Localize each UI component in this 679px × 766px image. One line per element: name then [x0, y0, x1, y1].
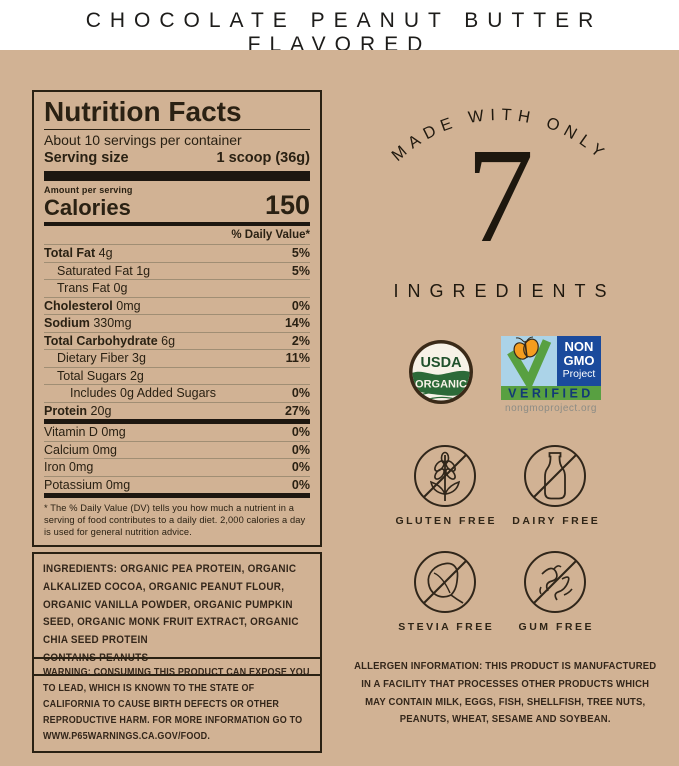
- svg-text:VERIFIED: VERIFIED: [508, 387, 594, 401]
- nutrient-row-total-carbohydrate: Total Carbohydrate 6g 2%: [44, 331, 310, 348]
- nutrient-row-added-sugars: Includes 0g Added Sugars 0%: [44, 384, 310, 402]
- prop65-warning-text: WARNING: CONSUMING THIS PRODUCT CAN EXPO…: [43, 667, 310, 742]
- vitamin-row-vitamin-d: Vitamin D 0mg 0%: [44, 425, 310, 440]
- calories-row: Calories 150: [44, 190, 310, 221]
- non-gmo-butterfly-icon: NON GMO Project VERIFIED nongmoproject.o…: [501, 336, 601, 414]
- svg-text:GMO: GMO: [563, 353, 594, 368]
- calories-label: Calories: [44, 195, 131, 221]
- wheat-crossed-icon: [414, 445, 476, 507]
- allergen-information: ALLERGEN INFORMATION: THIS PRODUCT IS MA…: [350, 658, 660, 729]
- ingredients-text: INGREDIENTS: ORGANIC PEA PROTEIN, ORGANI…: [43, 563, 299, 647]
- usda-organic-seal-icon: USDA ORGANIC: [409, 340, 473, 404]
- feature-label: GUM FREE: [518, 621, 594, 633]
- feature-gluten-free: GLUTEN FREE: [390, 444, 500, 527]
- nutrient-row-total-sugars: Total Sugars 2g: [44, 366, 310, 385]
- thick-divider: [44, 171, 310, 182]
- nutrient-row-dietary-fiber: Dietary Fiber 3g 11%: [44, 349, 310, 367]
- serving-size-value: 1 scoop (36g): [216, 150, 310, 167]
- feature-dairy-free: DAIRY FREE: [500, 444, 610, 527]
- nutrition-facts-panel: Nutrition Facts About 10 servings per co…: [32, 90, 322, 548]
- milk-bottle-crossed-icon: [524, 445, 586, 507]
- thick-divider: [44, 493, 310, 499]
- svg-text:Project: Project: [563, 368, 596, 380]
- feature-label: GLUTEN FREE: [395, 515, 498, 527]
- serving-size-label: Serving size: [44, 150, 129, 167]
- feature-label: STEVIA FREE: [398, 621, 495, 633]
- svg-text:NON: NON: [565, 339, 594, 354]
- svg-text:nongmoproject.org: nongmoproject.org: [505, 403, 597, 414]
- ingredient-count-number: 7: [466, 121, 534, 271]
- daily-value-header: % Daily Value*: [231, 229, 310, 242]
- leaf-crossed-icon: [414, 551, 476, 613]
- label-background: Nutrition Facts About 10 servings per co…: [0, 50, 679, 766]
- vitamin-row-potassium: Potassium 0mg 0%: [44, 475, 310, 492]
- nutrient-row-saturated-fat: Saturated Fat 1g 5%: [44, 261, 310, 280]
- divider: [44, 129, 310, 131]
- nutrient-row-cholesterol: Cholesterol 0mg 0%: [44, 296, 310, 313]
- ingredients-box: INGREDIENTS: ORGANIC PEA PROTEIN, ORGANI…: [32, 552, 322, 676]
- nutrient-row-total-fat: Total Fat 4g 5%: [44, 244, 310, 261]
- made-with-only-arc-text: MADE WITH ONLY: [388, 106, 605, 165]
- thick-divider: [44, 419, 310, 425]
- gum-strands-crossed-icon: [524, 551, 586, 613]
- svg-text:USDA: USDA: [420, 355, 462, 371]
- non-gmo-verified-badge: NON GMO Project VERIFIED nongmoproject.o…: [501, 336, 601, 414]
- amount-per-serving-label: Amount per serving: [44, 185, 133, 196]
- daily-value-footnote: * The % Daily Value (DV) tells you how m…: [44, 503, 306, 538]
- nutrient-row-protein: Protein 20g 27%: [44, 401, 310, 418]
- ingredients-word: INGREDIENTS: [393, 281, 616, 301]
- feature-gum-free: GUM FREE: [500, 550, 610, 633]
- allergen-information-text: ALLERGEN INFORMATION: THIS PRODUCT IS MA…: [353, 661, 657, 726]
- servings-per-container: About 10 servings per container: [44, 132, 242, 149]
- calories-value: 150: [264, 190, 310, 221]
- vitamin-row-calcium: Calcium 0mg 0%: [44, 440, 310, 457]
- feature-label: DAIRY FREE: [512, 515, 601, 527]
- nutrient-row-sodium: Sodium 330mg 14%: [44, 314, 310, 331]
- thick-divider: [44, 222, 310, 227]
- svg-text:ORGANIC: ORGANIC: [415, 379, 467, 391]
- prop65-warning-box: WARNING: CONSUMING THIS PRODUCT CAN EXPO…: [32, 657, 322, 753]
- vitamin-row-iron: Iron 0mg 0%: [44, 458, 310, 475]
- usda-organic-badge: USDA ORGANIC: [408, 339, 474, 405]
- serving-size-row: Serving size 1 scoop (36g): [44, 150, 310, 166]
- nutrient-row-trans-fat: Trans Fat 0g: [44, 279, 310, 297]
- nutrition-facts-title: Nutrition Facts: [44, 96, 242, 127]
- feature-stevia-free: STEVIA FREE: [390, 550, 500, 633]
